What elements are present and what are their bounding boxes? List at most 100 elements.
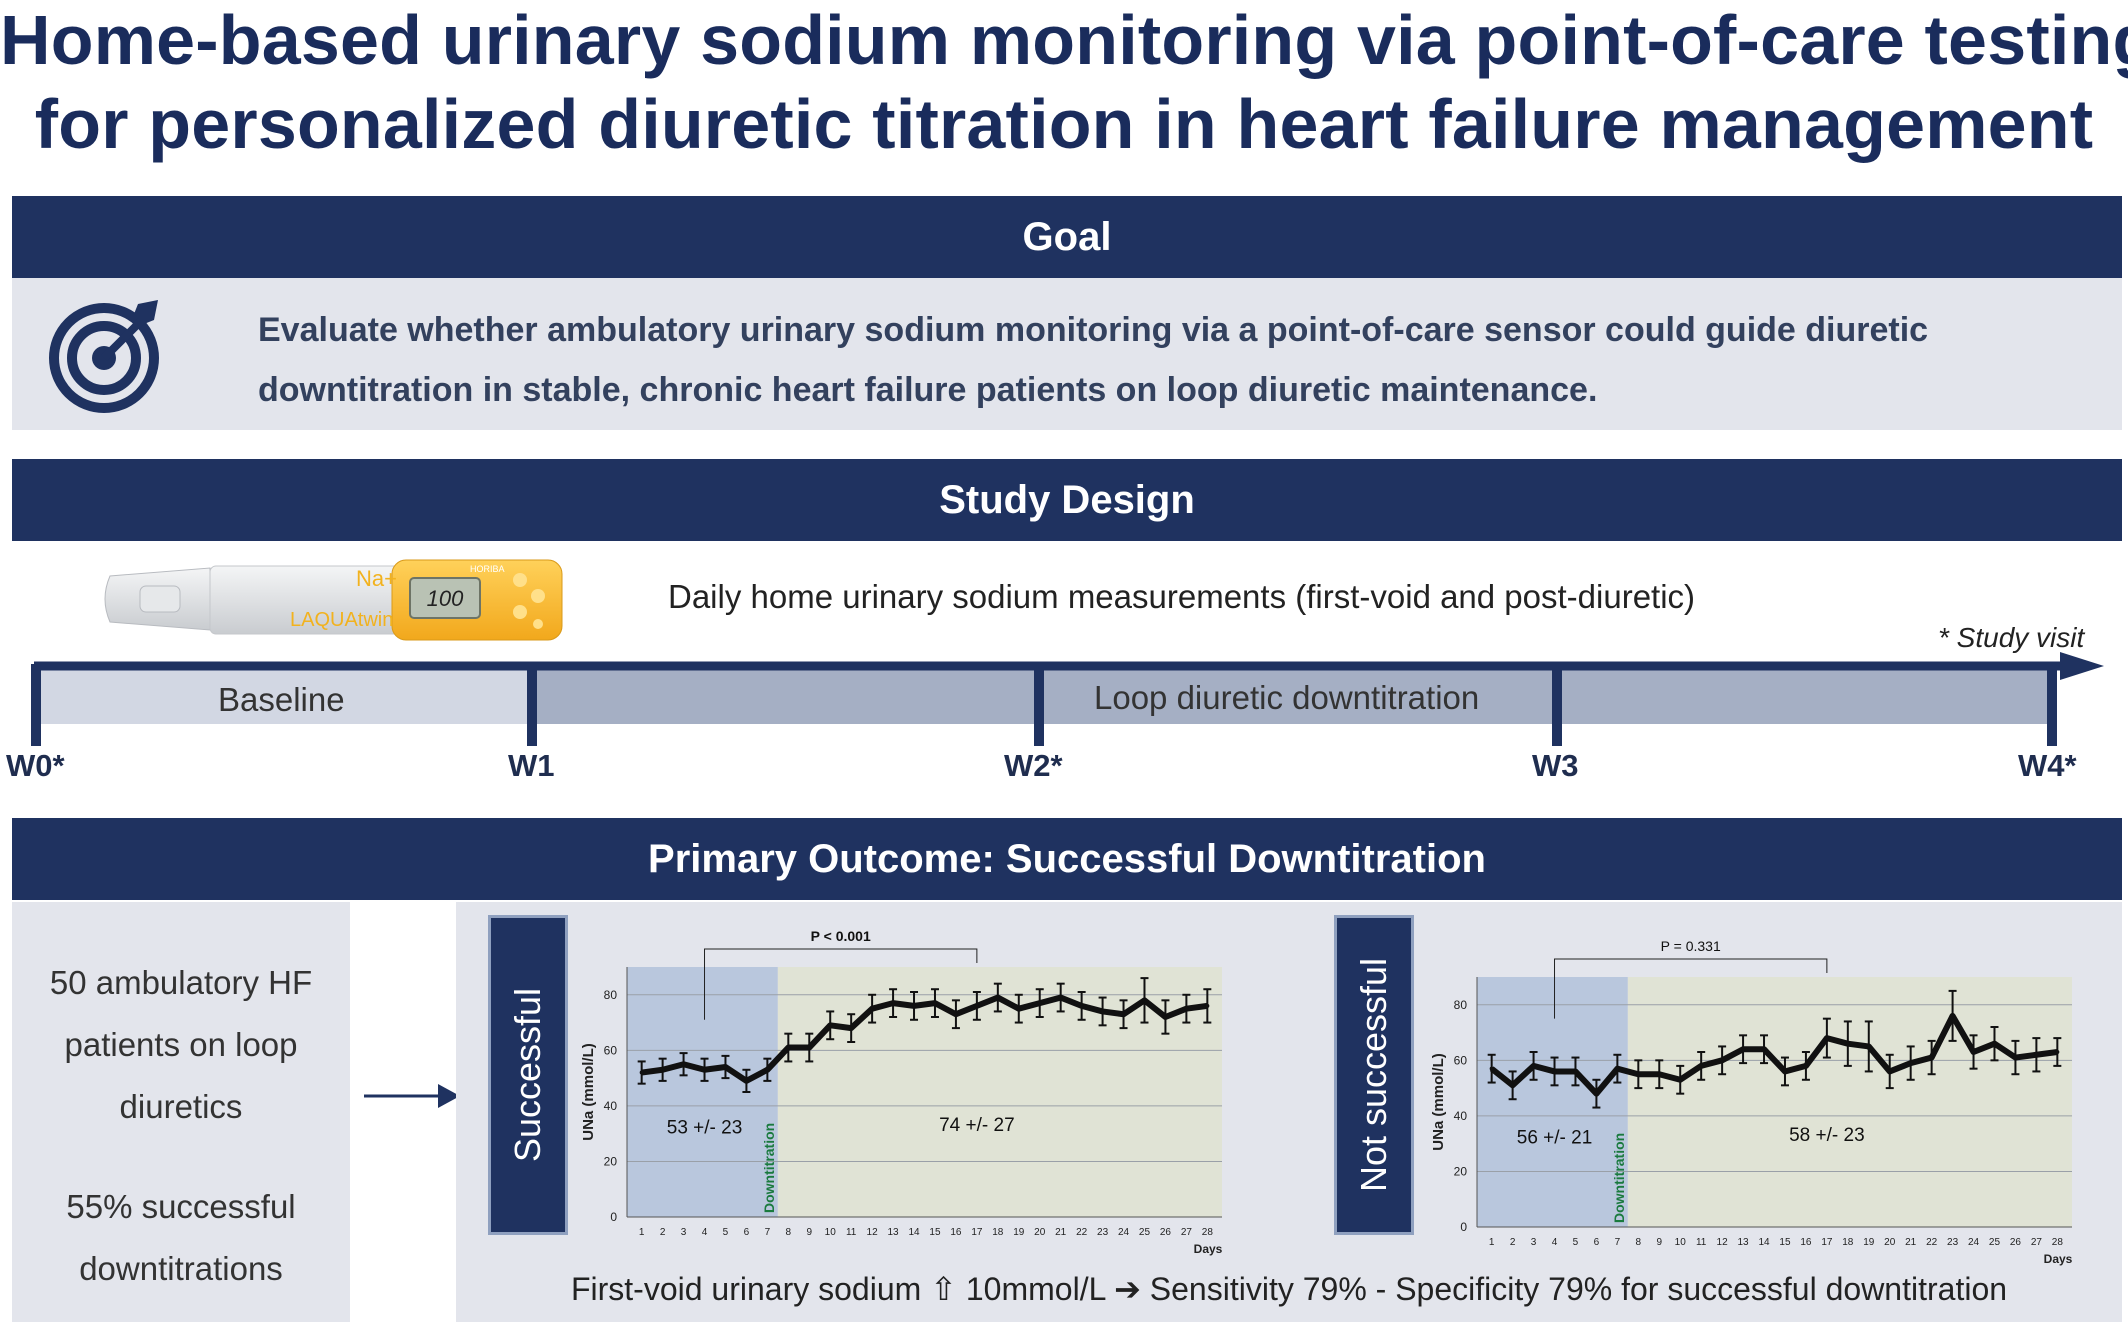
timeline	[31, 652, 2104, 746]
data-point	[1184, 1006, 1189, 1011]
timeline-arrow-icon	[2060, 652, 2104, 680]
x-axis-label: Days	[2044, 1252, 2073, 1266]
data-point	[870, 1006, 875, 1011]
not-successful-label-text: Not successful	[1353, 957, 1394, 1193]
success-rate-line-1: 55% successful	[66, 1188, 296, 1225]
data-point	[1205, 1003, 1210, 1008]
x-tick-label: 2	[660, 1227, 666, 1238]
x-tick-label: 3	[1531, 1237, 1537, 1248]
data-point	[681, 1062, 686, 1067]
data-point	[1699, 1063, 1704, 1068]
data-point	[1866, 1044, 1871, 1049]
not-successful-label: Not successful	[1334, 915, 1414, 1235]
x-tick-label: 28	[2052, 1237, 2064, 1248]
x-tick-label: 13	[1738, 1237, 1750, 1248]
title-line-2: for personalized diuretic titration in h…	[34, 85, 2094, 163]
x-tick-label: 26	[1160, 1227, 1172, 1238]
primary-outcome-heading: Primary Outcome: Successful Downtitratio…	[12, 818, 2122, 900]
downtitration-region	[1627, 977, 2072, 1227]
data-point	[1803, 1063, 1808, 1068]
data-point	[723, 1065, 728, 1069]
arrow-right-icon	[364, 1084, 460, 1108]
x-tick-label: 10	[1675, 1237, 1687, 1248]
device-reading: 100	[427, 586, 464, 611]
data-point	[2034, 1052, 2039, 1057]
data-point	[1929, 1055, 1934, 1060]
series-line	[641, 994, 1208, 1084]
significance-bracket	[1554, 958, 1828, 1019]
y-tick-label: 0	[610, 1210, 617, 1224]
x-tick-label: 8	[1636, 1237, 1642, 1248]
x-tick-label: 9	[1656, 1237, 1662, 1248]
x-tick-label: 1	[1489, 1237, 1495, 1248]
patients-line-3: diuretics	[119, 1088, 243, 1125]
data-point	[912, 1003, 917, 1008]
goal-heading: Goal	[12, 196, 2122, 278]
study-visit-note: * Study visit	[1938, 622, 2085, 653]
y-axis-label: UNa (mmol/L)	[1430, 1053, 1447, 1151]
data-point	[1100, 1009, 1105, 1014]
x-tick-label: 14	[908, 1227, 920, 1238]
data-point	[953, 1012, 958, 1017]
data-point	[1058, 995, 1063, 1000]
week-w0: W0*	[6, 748, 65, 783]
y-tick-label: 20	[604, 1154, 618, 1168]
data-point	[1121, 1012, 1126, 1017]
data-point	[1510, 1083, 1515, 1088]
device-name: LAQUAtwin	[290, 609, 393, 631]
y-tick-label: 80	[604, 988, 618, 1002]
data-point	[1678, 1077, 1683, 1082]
baseline-mean-label: 56 +/- 21	[1517, 1128, 1593, 1149]
device-brand: HORIBA	[470, 564, 505, 574]
series-line	[1489, 1012, 2058, 1097]
x-tick-label: 15	[929, 1227, 941, 1238]
downtitration-marker-label: Downtitration	[1611, 1133, 1627, 1223]
y-axis-label: UNa (mmol/L)	[580, 1043, 597, 1141]
data-point	[1908, 1061, 1913, 1066]
x-tick-label: 19	[1863, 1237, 1875, 1248]
data-point	[1971, 1050, 1976, 1054]
significance-bracket	[704, 948, 978, 1020]
x-tick-label: 28	[1202, 1227, 1214, 1238]
baseline-region	[627, 967, 778, 1217]
x-tick-label: 20	[1884, 1237, 1896, 1248]
y-tick-label: 20	[1454, 1164, 1468, 1178]
x-tick-label: 23	[1947, 1237, 1959, 1248]
data-point	[1016, 1006, 1021, 1011]
x-tick-label: 4	[1552, 1237, 1558, 1248]
data-point	[786, 1045, 791, 1050]
phase-baseline-label: Baseline	[218, 681, 345, 718]
data-point	[807, 1045, 812, 1050]
data-point	[744, 1078, 749, 1083]
x-tick-label: 10	[825, 1227, 837, 1238]
downtitration-region	[777, 967, 1222, 1217]
baseline-mean-label: 53 +/- 23	[667, 1118, 743, 1139]
patients-line-2: patients on loop	[64, 1026, 298, 1063]
baseline-region	[1477, 977, 1628, 1227]
data-point	[1594, 1091, 1599, 1096]
x-tick-label: 24	[1968, 1237, 1980, 1248]
y-tick-label: 0	[1460, 1220, 1467, 1234]
goal-panel	[12, 278, 2122, 430]
data-point	[1531, 1063, 1536, 1068]
x-tick-label: 20	[1034, 1227, 1046, 1238]
successful-label: Successful	[488, 915, 568, 1235]
data-point	[1573, 1069, 1578, 1074]
week-w3: W3	[1532, 748, 1579, 783]
design-description: Daily home urinary sodium measurements (…	[668, 578, 1696, 615]
phase-downtitration-label: Loop diuretic downtitration	[1094, 679, 1480, 716]
goal-text: Evaluate whether ambulatory urinary sodi…	[258, 311, 1929, 409]
x-tick-label: 26	[2010, 1237, 2022, 1248]
x-tick-label: 27	[2031, 1237, 2043, 1248]
data-point	[2055, 1050, 2060, 1054]
x-tick-label: 9	[806, 1227, 812, 1238]
data-point	[1992, 1041, 1997, 1046]
x-tick-label: 19	[1013, 1227, 1025, 1238]
data-point	[1142, 998, 1147, 1003]
x-tick-label: 12	[867, 1227, 879, 1238]
x-tick-label: 23	[1097, 1227, 1109, 1238]
data-point	[1552, 1069, 1557, 1074]
patients-line-1: 50 ambulatory HF	[49, 964, 313, 1001]
patients-panel	[12, 902, 350, 1322]
